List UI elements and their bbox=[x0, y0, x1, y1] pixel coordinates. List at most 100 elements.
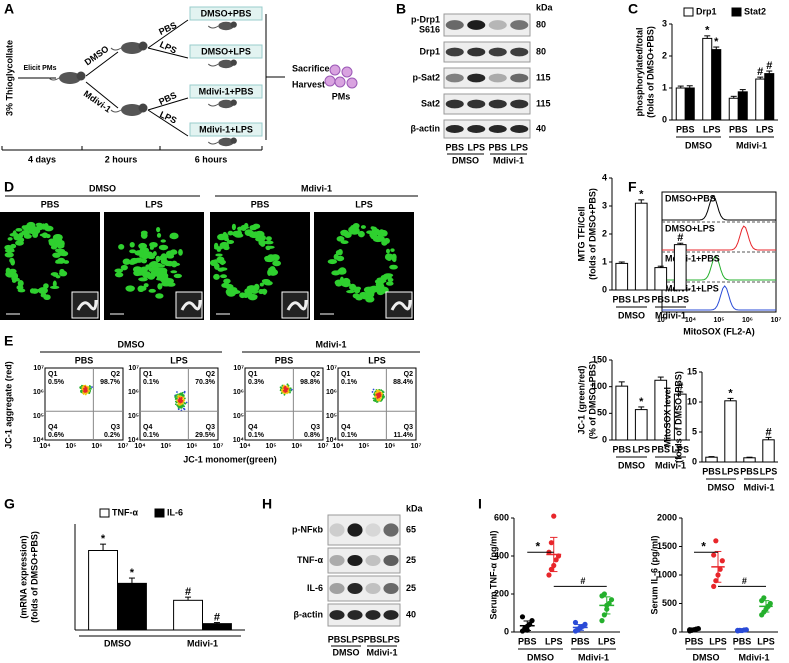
group-label: DMSO bbox=[452, 155, 479, 165]
y-tick-label: 10⁴ bbox=[128, 437, 140, 444]
arrow bbox=[147, 97, 189, 111]
flow-plot bbox=[337, 367, 417, 441]
drug-label: DMSO bbox=[83, 44, 111, 68]
inset-mito bbox=[76, 299, 98, 311]
mouse-body bbox=[218, 21, 234, 31]
mitochondria bbox=[223, 245, 230, 251]
quadrant-value: 0.1% bbox=[248, 432, 265, 439]
y-axis-label: MitoSOX level bbox=[662, 387, 672, 447]
mitochondria bbox=[4, 244, 13, 251]
significance-mark: # bbox=[677, 381, 683, 393]
y-tick-label: 10⁴ bbox=[326, 437, 338, 444]
mitochondria bbox=[385, 281, 394, 286]
x-axis-label: JC-1 monomer(green) bbox=[183, 454, 277, 464]
x-tick-label: 10⁶ bbox=[742, 317, 753, 324]
mitochondria bbox=[216, 248, 221, 252]
flow-event bbox=[185, 401, 188, 404]
timeline-label: 2 hours bbox=[105, 154, 138, 164]
mitochondria bbox=[213, 242, 219, 250]
quadrant-value: 70.3% bbox=[195, 379, 216, 386]
mitochondria bbox=[270, 254, 280, 261]
mouse-head bbox=[230, 137, 237, 144]
blot-band bbox=[488, 47, 507, 57]
flow-event bbox=[180, 392, 183, 395]
y-tick-label: 1 bbox=[602, 256, 607, 266]
y-tick-label: 2 bbox=[662, 50, 667, 60]
panel-label: C bbox=[628, 1, 638, 17]
mitochondria bbox=[372, 232, 377, 239]
mitochondria bbox=[335, 282, 342, 287]
flow-event bbox=[374, 399, 377, 402]
kda-label: 25 bbox=[406, 555, 416, 565]
bar bbox=[724, 400, 737, 463]
flow-event bbox=[286, 388, 289, 390]
mitochondria bbox=[140, 258, 148, 263]
cells-label: PMs bbox=[332, 91, 351, 101]
kda-label: 80 bbox=[536, 19, 546, 29]
flow-event bbox=[283, 387, 286, 390]
flow-event bbox=[174, 398, 177, 400]
mouse-head bbox=[76, 71, 86, 81]
legend-label: Drp1 bbox=[696, 6, 717, 16]
mitochondria bbox=[213, 262, 220, 270]
group-label: DMSO bbox=[618, 310, 645, 320]
mitochondria bbox=[142, 271, 151, 279]
blot-band bbox=[445, 20, 464, 30]
flow-event bbox=[381, 390, 384, 393]
flow-event bbox=[180, 393, 183, 396]
bar bbox=[202, 623, 232, 631]
group-label: Mdivi-1 bbox=[493, 155, 524, 165]
y-tick-label: 100 bbox=[592, 381, 607, 391]
flow-event bbox=[380, 389, 383, 392]
group-label: Mdivi-1 bbox=[743, 482, 774, 492]
mitochondria bbox=[32, 231, 39, 237]
blot-band bbox=[347, 583, 363, 594]
arrow bbox=[147, 47, 189, 59]
mouse-body bbox=[218, 59, 234, 69]
panel-label: H bbox=[262, 496, 272, 512]
mitochondria bbox=[21, 230, 30, 236]
blot-band bbox=[467, 47, 486, 57]
quadrant-name: Q3 bbox=[311, 424, 320, 431]
panel-label: D bbox=[4, 179, 14, 195]
blot-band bbox=[510, 125, 529, 133]
x-tick-label: 10⁶ bbox=[186, 443, 197, 450]
quadrant-name: Q2 bbox=[111, 371, 120, 378]
mouse-body bbox=[59, 72, 81, 84]
group-label: Mdivi-1 bbox=[738, 652, 769, 662]
bar bbox=[702, 37, 713, 121]
flow-event bbox=[282, 388, 285, 391]
row-label: Drp1 bbox=[419, 46, 440, 56]
blot-band bbox=[329, 583, 345, 594]
x-tick-label: LPS bbox=[703, 124, 721, 134]
x-tick-label: PBS bbox=[651, 444, 670, 454]
mitochondria bbox=[349, 283, 357, 291]
flow-event bbox=[280, 388, 283, 391]
mitochondria bbox=[264, 255, 272, 261]
x-tick-label: 10⁶ bbox=[91, 443, 102, 450]
x-tick-label: LPS bbox=[760, 466, 778, 476]
quadrant-name: Q1 bbox=[48, 371, 57, 378]
quadrant-name: Q1 bbox=[341, 371, 350, 378]
quadrant-name: Q2 bbox=[206, 371, 215, 378]
mitochondria bbox=[57, 249, 66, 256]
mitochondria bbox=[36, 223, 44, 231]
quadrant-name: Q2 bbox=[404, 371, 413, 378]
mitochondria bbox=[383, 273, 394, 278]
flow-event bbox=[176, 391, 178, 393]
mitochondria bbox=[380, 279, 387, 283]
bar bbox=[728, 97, 739, 121]
condition-label: LPS bbox=[368, 355, 386, 365]
flow-event bbox=[182, 395, 184, 397]
y-tick-label: 1 bbox=[662, 82, 667, 92]
x-tick-label: PBS bbox=[740, 466, 759, 476]
flow-event bbox=[183, 391, 186, 394]
flow-event bbox=[376, 397, 379, 399]
y-tick-label: 3 bbox=[662, 18, 667, 28]
y-tick-label: 150 bbox=[592, 354, 607, 364]
bar bbox=[762, 439, 775, 463]
flow-event bbox=[82, 384, 85, 387]
blot-band bbox=[445, 99, 464, 109]
flow-event bbox=[372, 388, 375, 391]
